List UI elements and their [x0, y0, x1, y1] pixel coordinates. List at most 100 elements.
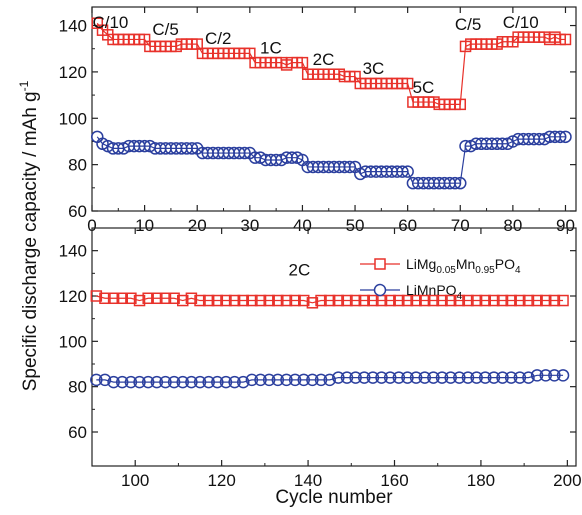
y-tick-label: 60 [68, 423, 87, 442]
data-point-circle [496, 371, 509, 384]
data-point-square [220, 294, 232, 307]
data-point-circle [539, 369, 552, 382]
panel-top: 0 10 20 30 40 50 60 70 80 90 60 80 100 120 140 C/10 C/5 C… [59, 6, 577, 235]
data-point-square [125, 292, 137, 305]
data-point-circle [427, 371, 440, 384]
data-point-circle [448, 176, 462, 190]
data-point-circle [559, 130, 572, 144]
legend-subscript: 4 [515, 265, 521, 276]
data-point-square [358, 294, 370, 307]
data-point-square [289, 294, 301, 307]
data-point-circle [479, 371, 492, 384]
data-point-circle [280, 373, 293, 387]
y-tick-label: 100 [59, 332, 87, 351]
x-tick-label: 140 [294, 471, 322, 490]
y-tick-label: 80 [68, 378, 87, 397]
data-point-circle [297, 373, 310, 387]
data-point-circle [107, 375, 120, 389]
data-point-circle [401, 165, 414, 178]
data-point-square [280, 294, 293, 307]
data-point-square [159, 292, 172, 305]
x-tick-label: 100 [121, 471, 149, 490]
data-point-circle [245, 373, 259, 387]
x-tick-label: 120 [207, 471, 235, 490]
data-point-square [116, 292, 128, 305]
data-point-circle [513, 371, 527, 384]
annotation-label: 1C [260, 38, 282, 57]
data-point-square [177, 294, 189, 307]
data-point-square [462, 294, 474, 307]
data-point-square [254, 294, 267, 307]
x-tick-label: 90 [556, 216, 575, 235]
annotation-label: 3C [363, 59, 385, 78]
data-point-square [263, 294, 275, 307]
x-tick-label: 200 [553, 471, 581, 490]
data-point-circle [306, 373, 319, 387]
x-tick-label: 70 [451, 216, 470, 235]
data-point-square [323, 294, 336, 307]
y-tick-label: 140 [59, 242, 87, 261]
data-point-square [505, 294, 517, 307]
data-point-circle [504, 371, 518, 384]
data-point-square [393, 294, 405, 307]
data-point-circle [409, 371, 423, 384]
data-point-square [444, 294, 457, 307]
legend-label: LiMg0.05Mn0.95PO4 [406, 256, 521, 276]
x-tick-label: 0 [87, 216, 96, 235]
y-axis-title-superscript: -1 [17, 80, 31, 91]
data-point-square [419, 294, 431, 307]
data-point-square [107, 292, 120, 305]
x-tick-label: 20 [188, 216, 207, 235]
data-point-circle [453, 371, 466, 384]
data-point-square [479, 294, 491, 307]
data-point-square [349, 294, 362, 307]
x-tick-label: 30 [240, 216, 259, 235]
y-tick-label: 120 [59, 63, 87, 82]
data-point-circle [219, 375, 233, 389]
data-point-square [142, 292, 154, 305]
data-point-circle [254, 373, 267, 387]
data-point-square [272, 294, 284, 307]
y-tick-label: 100 [59, 109, 87, 128]
data-point-square [194, 294, 206, 307]
x-tick-label: 80 [503, 216, 522, 235]
data-point-square [211, 294, 224, 307]
plot-frame [91, 6, 577, 212]
data-point-circle [98, 373, 112, 387]
x-tick-label: 10 [135, 216, 154, 235]
series-line-circle [96, 374, 564, 383]
legend-label: LiMnPO4 [406, 282, 463, 302]
data-point-circle [418, 371, 431, 384]
data-point-circle [366, 371, 380, 384]
data-point-square [436, 294, 448, 307]
annotation-label: C/10 [92, 13, 128, 32]
data-point-square [453, 294, 466, 307]
data-point-square [559, 33, 572, 46]
legend-marker-square [374, 258, 386, 270]
data-point-square [332, 294, 345, 307]
data-point-square [244, 47, 256, 60]
data-point-circle [340, 371, 354, 384]
data-point-circle [401, 371, 414, 384]
data-point-circle [435, 371, 449, 384]
annotation-label: C/2 [205, 29, 231, 48]
legend-marker-circle [373, 283, 387, 297]
data-point-circle [375, 371, 388, 384]
x-tick-label: 40 [293, 216, 312, 235]
annotation-label: C/5 [455, 15, 481, 34]
data-point-circle [553, 130, 567, 144]
data-point-square [296, 56, 309, 69]
data-point-circle [90, 373, 103, 387]
data-point-circle [150, 375, 164, 389]
data-point-circle [530, 369, 544, 382]
data-point-circle [176, 375, 189, 389]
annotation-label: 2C [289, 261, 311, 280]
data-point-square [401, 294, 414, 307]
data-point-square [410, 294, 422, 307]
data-point-square [531, 294, 543, 307]
x-tick-label: 160 [380, 471, 408, 490]
x-tick-label: 50 [346, 216, 365, 235]
x-tick-label: 60 [398, 216, 417, 235]
